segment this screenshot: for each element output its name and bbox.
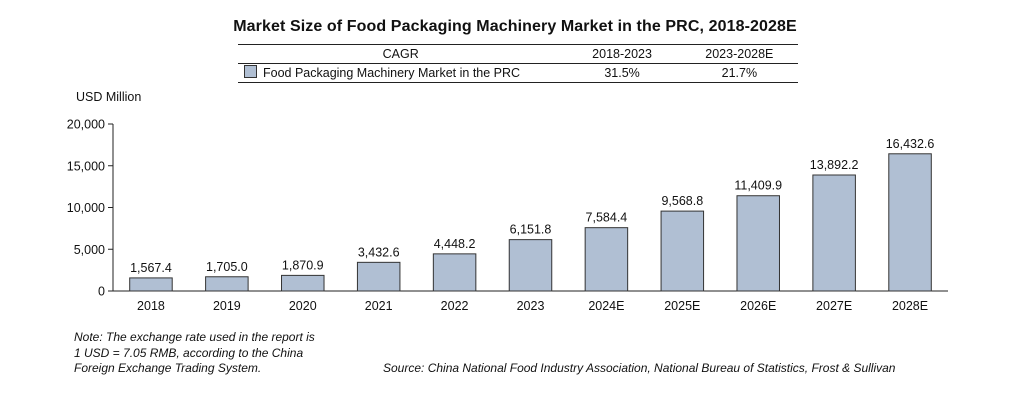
bar-value-label: 16,432.6 [886, 137, 935, 151]
bar [281, 274, 325, 292]
bar-value-label: 6,151.8 [510, 223, 552, 237]
x-tick-label: 2026E [740, 299, 776, 313]
cagr-header-row: CAGR 2018-2023 2023-2028E [238, 44, 798, 64]
cagr-header-label: CAGR [238, 44, 564, 64]
cagr-period2-header: 2023-2028E [680, 44, 798, 64]
x-tick-label: 2021 [365, 299, 393, 313]
bar [508, 239, 553, 292]
cagr-period1-header: 2018-2023 [563, 44, 681, 64]
y-tick-label: 10,000 [67, 201, 105, 215]
x-tick-label: 2019 [213, 299, 241, 313]
note-line: Note: The exchange rate used in the repo… [74, 330, 315, 344]
bar [812, 174, 856, 292]
note-line: 1 USD = 7.05 RMB, according to the China [74, 345, 304, 360]
bar-value-label: 4,448.2 [434, 237, 476, 251]
legend-swatch [244, 65, 257, 78]
x-tick-label: 2028E [892, 299, 928, 313]
bar-value-label: 3,432.6 [358, 245, 400, 259]
exchange-rate-note: Note: The exchange rate used in the repo… [74, 330, 374, 377]
bar-value-label: 1,870.9 [282, 258, 324, 272]
y-axis-label: USD Million [76, 90, 141, 104]
bar [660, 210, 705, 292]
bar [888, 153, 932, 292]
y-tick-label: 20,000 [67, 118, 105, 132]
cagr-data-row: Food Packaging Machinery Market in the P… [238, 63, 798, 83]
x-tick-label: 2022 [441, 299, 469, 313]
x-tick-label: 2023 [517, 299, 545, 313]
cagr-series-cell: Food Packaging Machinery Market in the P… [238, 63, 564, 83]
bar [129, 277, 173, 292]
cagr-series-name: Food Packaging Machinery Market in the P… [263, 66, 521, 80]
cagr-value2: 21.7% [680, 63, 798, 83]
chart-title: Market Size of Food Packaging Machinery … [233, 18, 797, 35]
y-tick-label: 5,000 [74, 243, 105, 257]
x-tick-label: 2018 [137, 299, 165, 313]
bar-value-label: 9,568.8 [661, 194, 703, 208]
x-tick-label: 2027E [816, 299, 852, 313]
note-line: Foreign Exchange Trading System. [74, 361, 262, 375]
bar-value-label: 1,567.4 [130, 261, 172, 275]
bar-value-label: 11,409.9 [734, 179, 782, 193]
x-tick-label: 2024E [588, 299, 624, 313]
x-tick-label: 2025E [664, 299, 700, 313]
bar [205, 276, 249, 292]
cagr-table: CAGR 2018-2023 2023-2028E Food Packaging… [238, 44, 798, 83]
bar [356, 261, 401, 292]
cagr-value1: 31.5% [563, 63, 681, 83]
y-tick-label: 15,000 [67, 159, 105, 173]
source-note: Source: China National Food Industry Ass… [383, 361, 896, 375]
bar [736, 195, 780, 292]
bar [432, 253, 477, 292]
bar-value-label: 1,705.0 [206, 260, 248, 274]
bar [584, 227, 629, 292]
x-tick-label: 2020 [289, 299, 317, 313]
y-tick-label: 0 [98, 285, 105, 299]
bar-value-label: 13,892.2 [810, 158, 859, 172]
bar-value-label: 7,584.4 [586, 211, 628, 225]
